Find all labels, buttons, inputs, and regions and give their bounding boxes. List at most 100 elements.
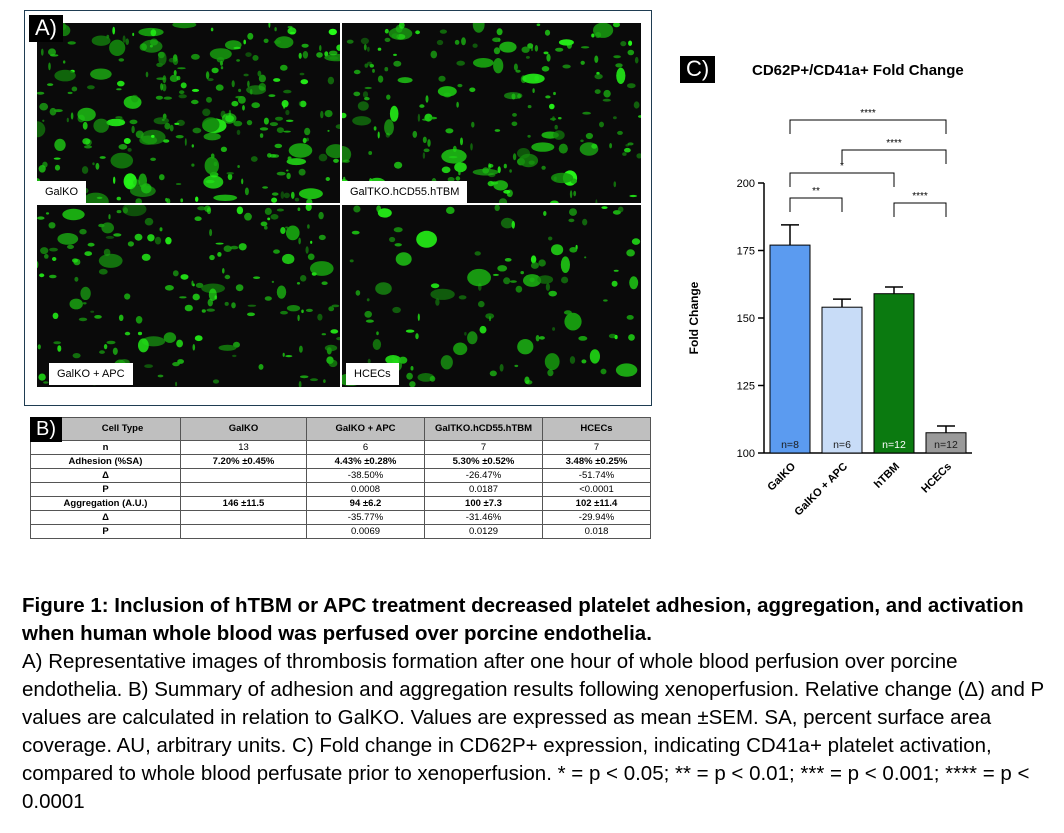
platelet-blob — [492, 273, 499, 276]
platelet-blob — [73, 258, 81, 266]
platelet-blob — [384, 119, 394, 136]
platelet-blob — [270, 214, 279, 220]
platelet-blob — [138, 173, 147, 188]
platelet-blob — [206, 96, 212, 103]
platelet-blob — [87, 242, 95, 247]
platelet-blob — [156, 77, 166, 80]
platelet-blob — [578, 336, 588, 341]
platelet-blob — [132, 32, 135, 37]
platelet-blob — [211, 67, 219, 74]
platelet-blob — [488, 163, 491, 170]
x-tick-label: hTBM — [872, 461, 902, 491]
panel-a-tag: A) — [29, 15, 63, 42]
platelet-blob — [423, 148, 430, 153]
platelet-blob — [144, 217, 154, 226]
platelet-blob — [276, 208, 284, 212]
platelet-blob — [427, 139, 431, 147]
table-cell: 3.48% ±0.25% — [542, 454, 651, 469]
table-cell: 102 ±11.4 — [542, 496, 651, 511]
platelet-blob — [615, 63, 623, 68]
platelet-blob — [176, 339, 184, 348]
platelet-blob — [546, 53, 551, 62]
platelet-blob — [555, 47, 564, 52]
platelet-blob — [96, 196, 103, 199]
platelet-blob — [202, 108, 211, 117]
platelet-blob — [243, 73, 249, 77]
platelet-blob — [153, 117, 169, 125]
table-header-cell: GalKO — [180, 417, 307, 441]
platelet-blob — [275, 116, 283, 121]
platelet-blob — [192, 344, 196, 351]
platelet-blob — [280, 64, 288, 71]
table-cell: 7 — [542, 440, 651, 455]
table-row: P 0.0008 0.0187 <0.0001 — [30, 482, 651, 497]
platelet-blob — [478, 300, 485, 308]
platelet-blob — [222, 268, 225, 274]
platelet-blob — [116, 88, 122, 91]
platelet-blob — [523, 274, 542, 287]
platelet-blob — [172, 270, 179, 277]
platelet-blob — [245, 52, 252, 57]
platelet-blob — [191, 53, 200, 60]
platelet-blob — [527, 105, 532, 109]
platelet-blob — [178, 94, 187, 99]
platelet-blob — [548, 290, 557, 297]
platelet-blob — [124, 331, 131, 336]
caption-title: Figure 1: Inclusion of hTBM or APC treat… — [22, 594, 1024, 645]
platelet-blob — [564, 312, 582, 331]
table-row: Δ -35.77% -31.46% -29.94% — [30, 510, 651, 525]
platelet-blob — [258, 364, 264, 370]
platelet-blob — [95, 162, 100, 170]
platelet-blob — [310, 240, 313, 244]
platelet-blob — [470, 143, 473, 151]
platelet-blob — [489, 370, 497, 377]
platelet-blob — [98, 223, 105, 228]
platelet-blob — [243, 39, 246, 45]
platelet-blob — [395, 252, 412, 266]
platelet-blob — [287, 25, 293, 29]
table-cell: -26.47% — [424, 468, 543, 483]
summary-table: Cell Type GalKO GalKO + APC GalTKO.hCD55… — [30, 417, 651, 539]
platelet-blob — [445, 128, 454, 134]
platelet-blob — [286, 305, 301, 312]
platelet-blob — [53, 109, 63, 113]
platelet-blob — [108, 214, 111, 220]
platelet-blob — [287, 156, 292, 161]
platelet-blob — [328, 306, 335, 312]
platelet-blob — [594, 73, 603, 80]
platelet-blob — [247, 312, 255, 317]
row-label: Aggregation (A.U.) — [30, 496, 181, 511]
platelet-blob — [346, 39, 354, 44]
platelet-blob — [613, 116, 617, 120]
platelet-blob — [503, 277, 511, 285]
platelet-blob — [291, 191, 295, 199]
platelet-blob — [472, 168, 499, 176]
platelet-blob — [197, 206, 206, 211]
platelet-blob — [357, 101, 369, 111]
significance-label: **** — [886, 138, 902, 149]
platelet-blob — [206, 308, 215, 312]
platelet-blob — [499, 41, 517, 53]
platelet-blob — [504, 258, 512, 262]
platelet-blob — [150, 29, 157, 37]
platelet-blob — [500, 217, 515, 229]
n-label: n=8 — [781, 439, 799, 451]
platelet-blob — [405, 329, 415, 333]
platelet-blob — [43, 381, 49, 384]
table-header-cell: GalKO + APC — [306, 417, 425, 441]
platelet-blob — [123, 138, 131, 144]
platelet-blob — [569, 190, 573, 199]
platelet-blob — [169, 74, 179, 82]
platelet-blob — [209, 229, 213, 237]
platelet-blob — [237, 165, 240, 168]
platelet-blob — [42, 161, 48, 168]
platelet-blob — [439, 29, 447, 34]
platelet-blob — [393, 60, 402, 67]
bar-0 — [769, 244, 811, 454]
platelet-blob — [580, 139, 584, 143]
micrograph-galko-apc: GalKO + APC — [37, 205, 340, 387]
platelet-blob — [232, 354, 237, 358]
platelet-blob — [499, 364, 504, 372]
platelet-blob — [306, 198, 313, 203]
platelet-blob — [458, 295, 467, 300]
